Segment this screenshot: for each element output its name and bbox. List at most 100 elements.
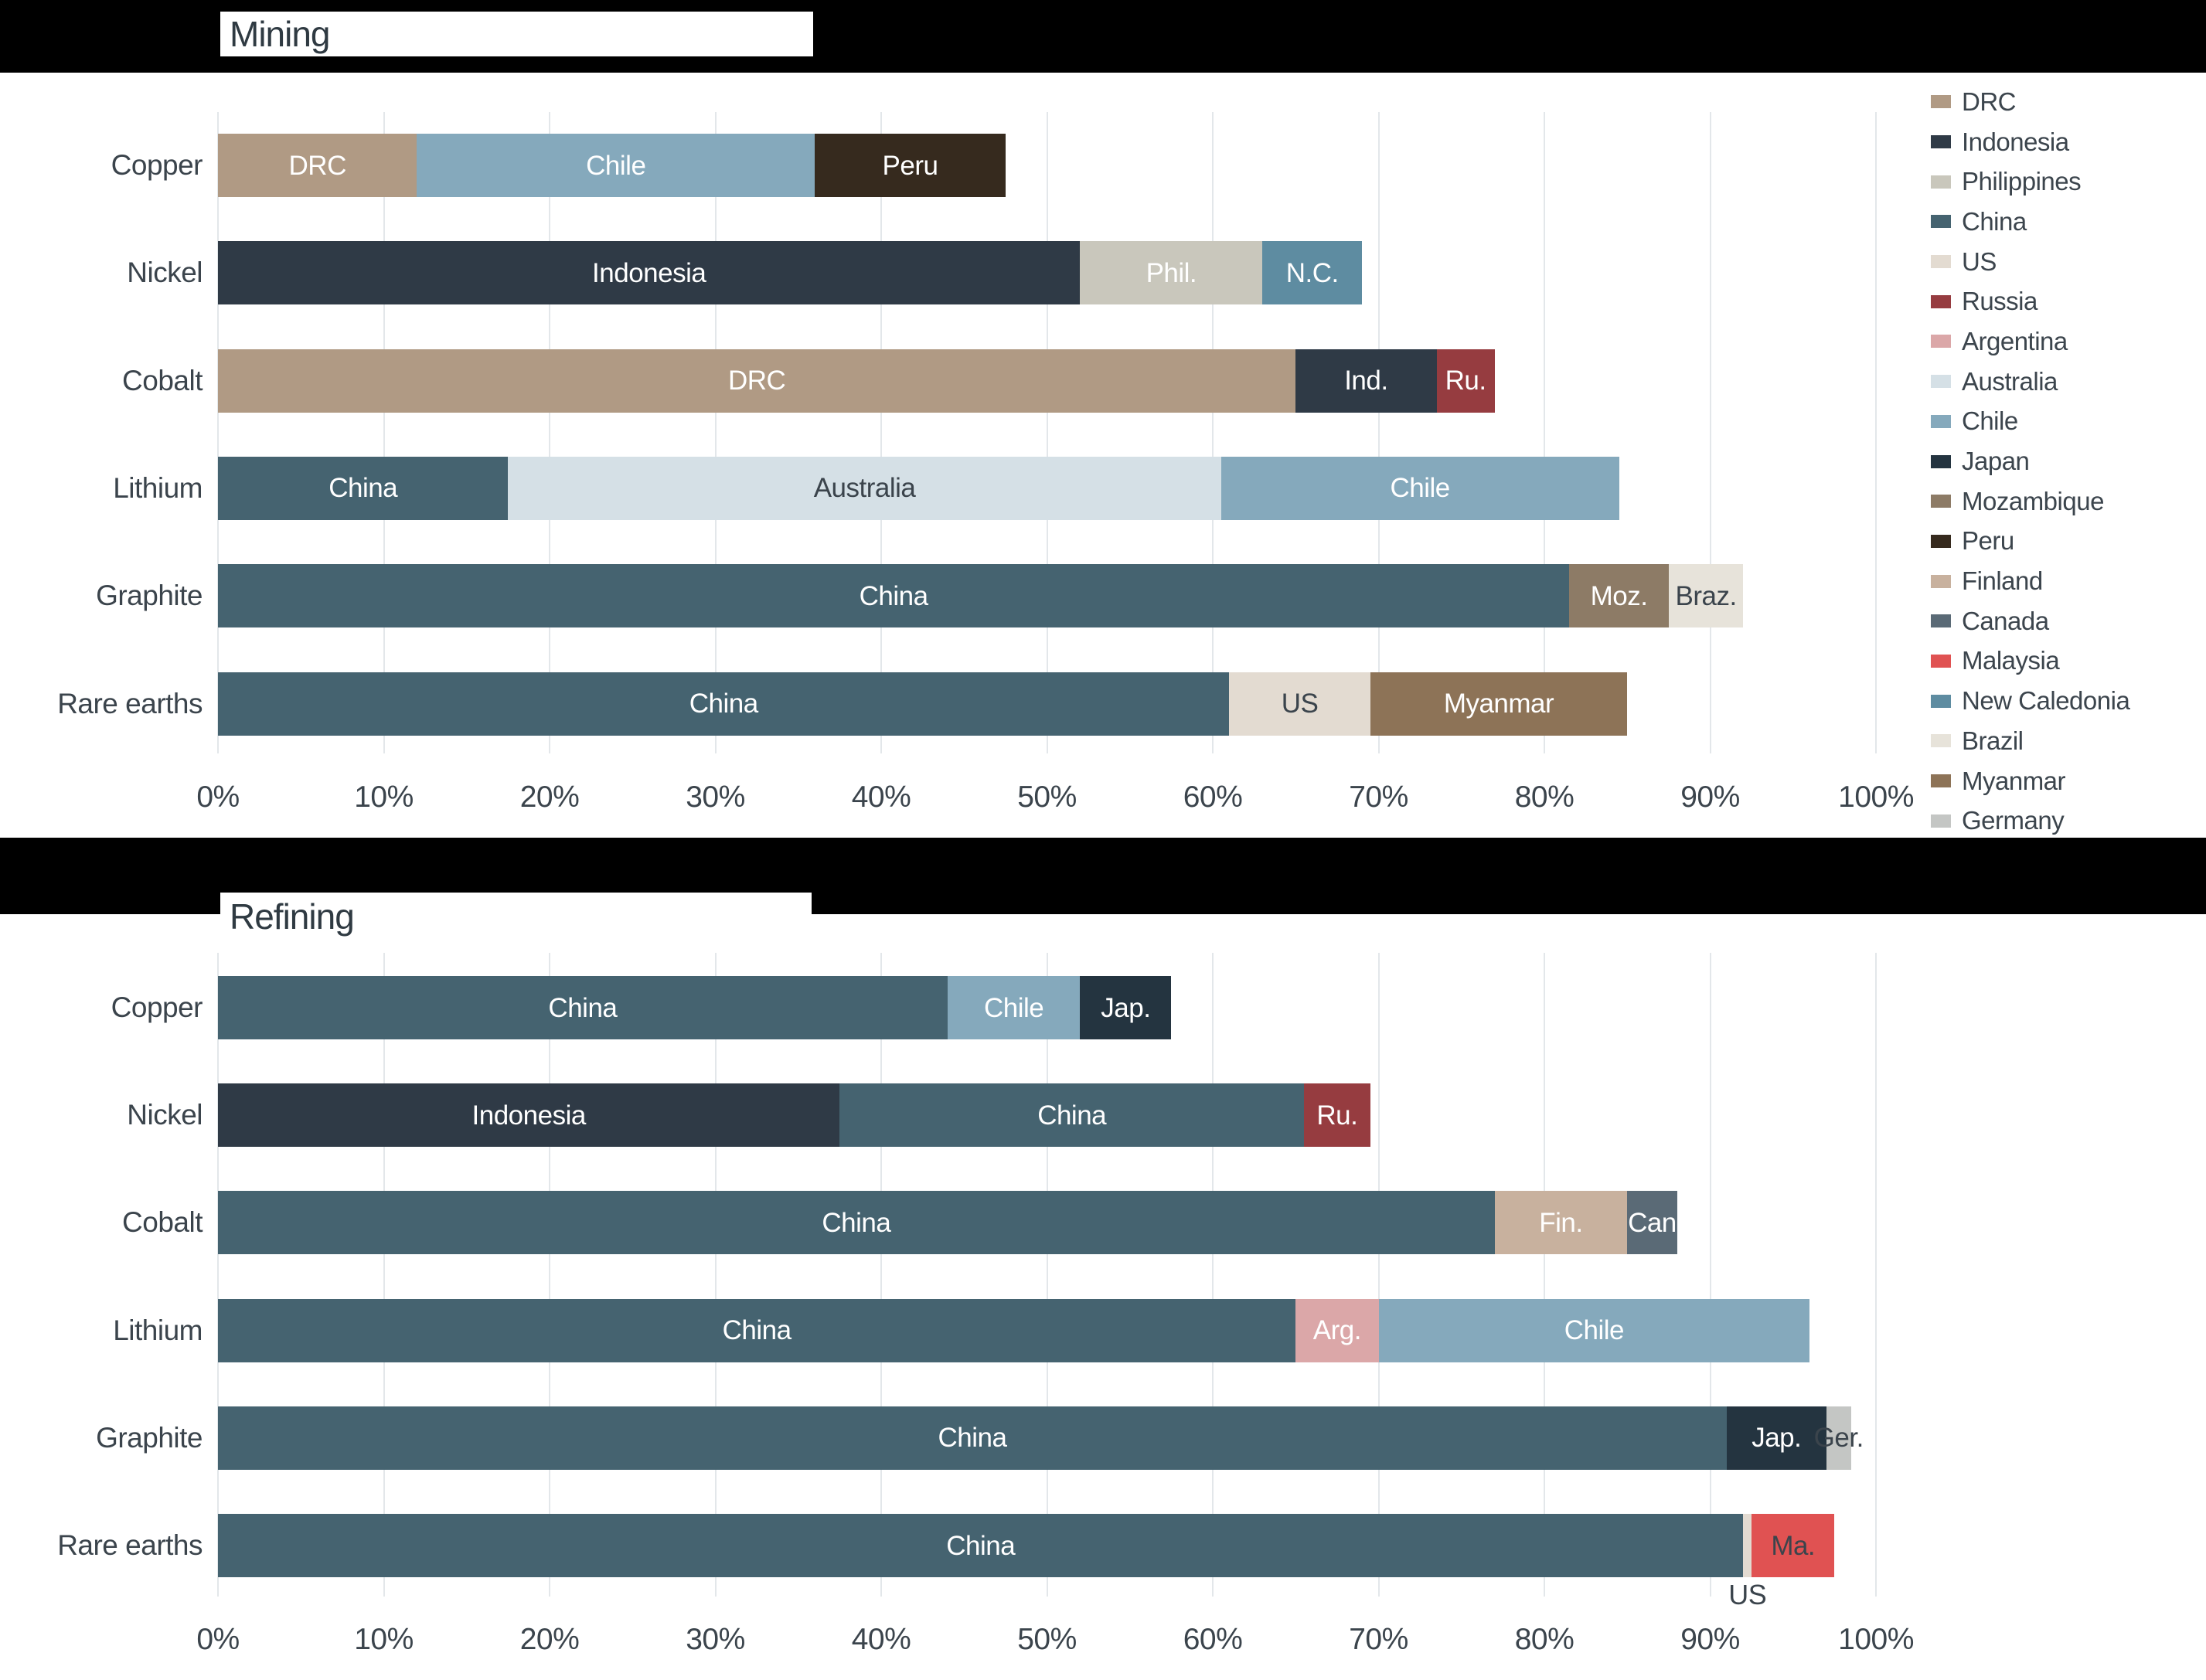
legend-swatch [1931, 774, 1951, 788]
legend-item-germany: Germany [1931, 801, 2129, 841]
gridline [1377, 953, 1380, 1597]
legend-label: Canada [1962, 606, 2049, 635]
category-label: Graphite [96, 580, 203, 612]
legend-item-russia: Russia [1931, 281, 2129, 321]
legend-item-us: US [1931, 242, 2129, 282]
legend-swatch [1931, 574, 1951, 588]
bar-segment-label: Fin. [1539, 1207, 1583, 1238]
refining-title-box: Refining [220, 893, 812, 940]
axis-tick-label: 100% [1838, 1623, 1914, 1656]
bar-segment-label: Braz. [1675, 580, 1738, 611]
bar-row: China Arg. Chile [218, 1298, 1876, 1362]
category-label: Lithium [113, 471, 203, 504]
bar-segment-mozambique: Moz. [1569, 564, 1669, 628]
bar-segment-label: Chile [586, 150, 646, 181]
bar-segment-label: China [722, 1315, 792, 1346]
bar-segment-china: China [218, 672, 1230, 736]
gridline [1377, 112, 1380, 753]
bar-segment-label: China [329, 473, 398, 504]
gridline [549, 112, 550, 753]
legend-swatch [1931, 614, 1951, 628]
legend-swatch [1931, 694, 1951, 708]
bar-segment-myanmar: Myanmar [1370, 672, 1628, 736]
bar-segment-us: US [1229, 672, 1370, 736]
mining-title-box: Mining [220, 12, 813, 56]
legend-label: DRC [1962, 87, 2017, 116]
bar-segment-new-caledonia: N.C. [1262, 241, 1363, 305]
bar-segment-drc: DRC [218, 349, 1296, 413]
legend-item-finland: Finland [1931, 561, 2129, 601]
bar-row: China Ma. [218, 1514, 1876, 1577]
bar-segment-label: China [859, 580, 928, 611]
legend-label: Malaysia [1962, 646, 2060, 675]
axis-tick-label: 30% [686, 780, 745, 814]
axis-tick-label: 50% [1017, 1623, 1077, 1656]
legend-label: Myanmar [1962, 766, 2066, 795]
legend-swatch [1931, 734, 1951, 748]
bar-row: China Chile Jap. [218, 976, 1876, 1039]
gridline [217, 953, 219, 1597]
category-label: Graphite [96, 1421, 203, 1454]
bar-segment-china: China [218, 1514, 1744, 1577]
legend-label: China [1962, 206, 2027, 236]
bar-segment-finland: Fin. [1494, 1191, 1628, 1255]
bar-row: China Fin. Can [218, 1191, 1876, 1255]
bar-segment-label: Chile [983, 992, 1044, 1023]
axis-tick-label: 40% [851, 780, 911, 814]
bar-segment-chile: Chile [417, 134, 815, 197]
axis-tick-label: 60% [1183, 780, 1243, 814]
bar-segment-china: China [218, 976, 948, 1039]
bar-segment-label: Chile [1564, 1315, 1625, 1346]
axis-tick-label: 80% [1514, 780, 1574, 814]
legend-label: Chile [1962, 406, 2018, 436]
gridline [1875, 953, 1877, 1597]
legend-label: Argentina [1962, 326, 2068, 355]
bar-segment-label: Myanmar [1443, 689, 1554, 719]
bar-segment-chile: Chile [1220, 456, 1619, 520]
legend-item-australia: Australia [1931, 362, 2129, 402]
bar-segment-brazil: Braz. [1668, 564, 1744, 628]
legend-item-argentina: Argentina [1931, 321, 2129, 362]
legend-swatch [1931, 814, 1951, 828]
bar-segment-label: Jap. [1752, 1423, 1802, 1454]
legend-item-chile: Chile [1931, 402, 2129, 442]
legend-label: Germany [1962, 806, 2065, 835]
bar-segment-label: Ru. [1316, 1100, 1358, 1131]
gridline [1709, 953, 1711, 1597]
bar-segment-label: Arg. [1312, 1315, 1362, 1346]
bar-segment-argentina: Arg. [1295, 1298, 1379, 1362]
bar-row: DRC Ind. Ru. [218, 349, 1876, 413]
bar-segment-philippines: Phil. [1080, 241, 1263, 305]
bar-segment-china: China [218, 564, 1570, 628]
legend: DRC Indonesia Philippines China US Russia Arge… [1931, 82, 2130, 841]
axis-tick-label: 80% [1514, 1623, 1574, 1656]
bar-segment-peru: Peru [815, 134, 1006, 197]
bar-row: DRC Chile Peru [218, 134, 1876, 197]
gridline [1544, 112, 1545, 753]
category-label: Cobalt [122, 364, 203, 396]
bar-segment-indonesia: Indonesia [218, 1083, 840, 1148]
bar-segment-australia: Australia [508, 456, 1221, 520]
axis-tick-label: 0% [196, 1623, 240, 1656]
bar-segment-russia: Ru. [1303, 1083, 1370, 1148]
legend-item-china: China [1931, 202, 2129, 242]
bar-segment-label: China [1037, 1100, 1107, 1131]
axis-tick-label: 70% [1349, 780, 1408, 814]
gridline [1212, 953, 1214, 1597]
bar-segment-china: China [218, 456, 509, 520]
legend-item-malaysia: Malaysia [1931, 641, 2129, 682]
legend-item-brazil: Brazil [1931, 721, 2129, 761]
bar-segment-russia: Ru. [1436, 349, 1495, 413]
bar-segment-germany: Ger. [1814, 1406, 1864, 1470]
bar-segment-malaysia: Ma. [1752, 1514, 1835, 1577]
legend-item-philippines: Philippines [1931, 162, 2129, 202]
bar-row: China Jap. Ger. [218, 1406, 1876, 1470]
axis-tick-label: 20% [519, 1623, 580, 1656]
legend-swatch [1931, 495, 1951, 508]
bar-segment-label: Indonesia [592, 257, 706, 288]
legend-label: US [1962, 247, 1997, 276]
gridline [1046, 112, 1048, 753]
axis-tick-label: 20% [519, 780, 580, 814]
legend-label: New Caledonia [1962, 686, 2130, 716]
legend-label: Indonesia [1962, 127, 2069, 156]
